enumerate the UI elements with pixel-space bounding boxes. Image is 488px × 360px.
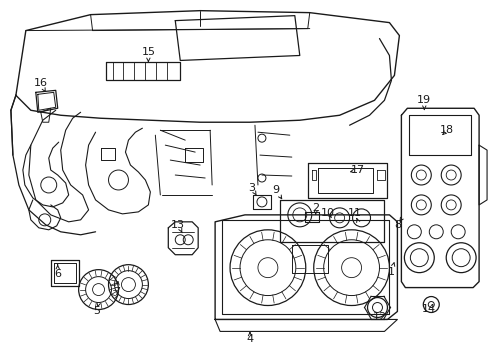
Text: 9: 9 (272, 185, 279, 195)
Text: 17: 17 (350, 165, 364, 175)
Text: 7: 7 (113, 287, 120, 297)
Text: 1: 1 (387, 267, 394, 276)
Text: 6: 6 (54, 269, 61, 279)
Text: 3: 3 (248, 183, 255, 193)
Text: 16: 16 (34, 78, 48, 88)
Text: 14: 14 (421, 305, 435, 315)
Text: 15: 15 (141, 48, 155, 58)
Text: 19: 19 (416, 95, 430, 105)
Text: 13: 13 (171, 220, 185, 230)
Text: 18: 18 (439, 125, 453, 135)
Text: 8: 8 (393, 220, 400, 230)
Text: 12: 12 (372, 312, 386, 323)
Text: 11: 11 (347, 208, 361, 218)
Text: 4: 4 (246, 334, 253, 345)
Text: 2: 2 (311, 203, 319, 213)
Text: 10: 10 (320, 208, 334, 218)
Text: 5: 5 (93, 306, 100, 316)
